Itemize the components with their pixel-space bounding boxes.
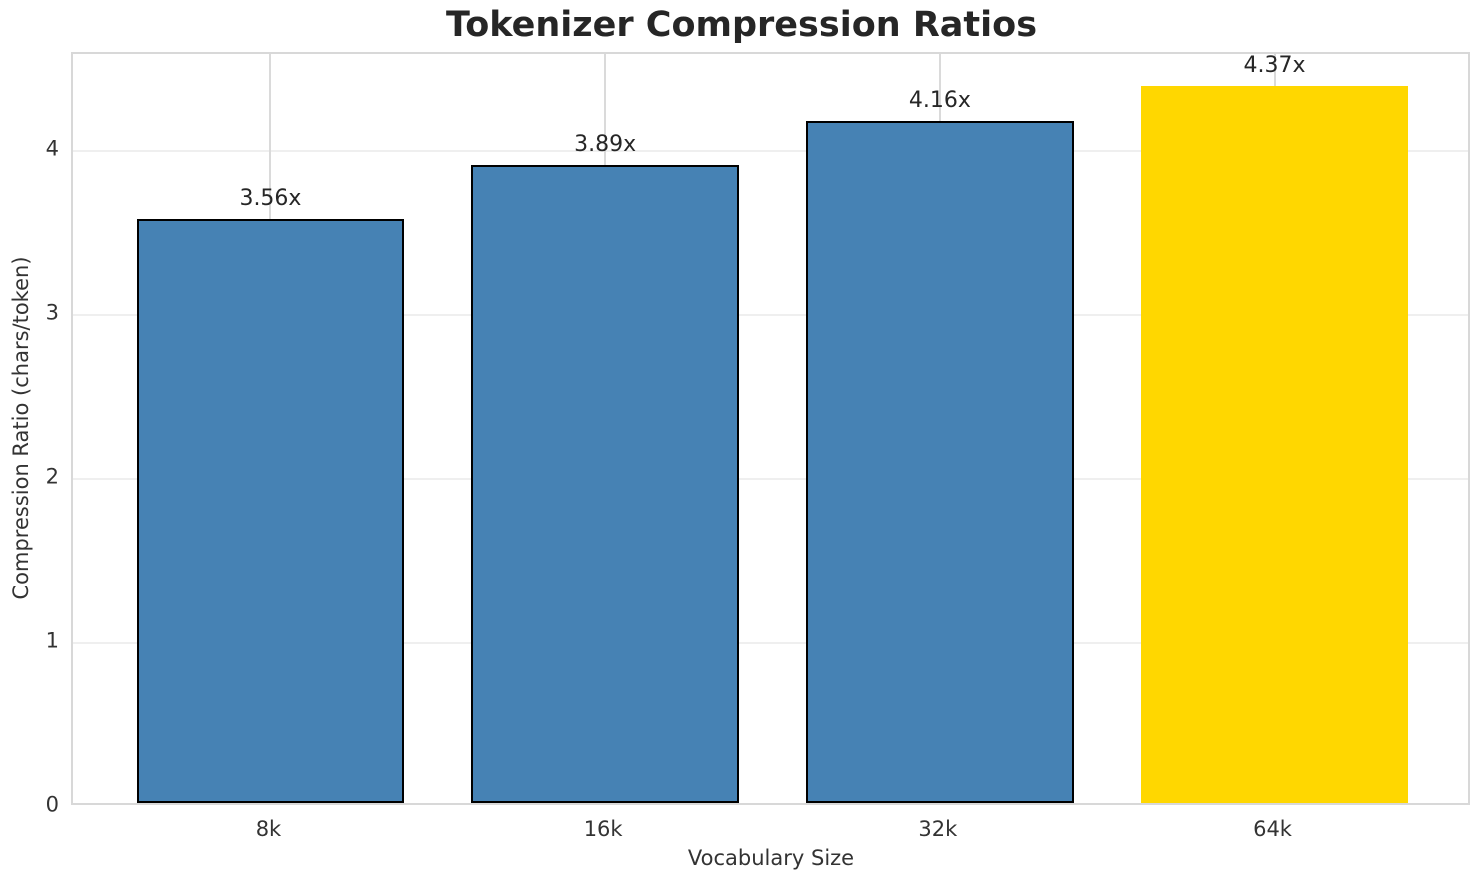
bar-32k (805, 120, 1074, 803)
y-tick-label: 0 (45, 792, 59, 817)
bar-value-label-8k: 3.56x (239, 185, 302, 211)
bar-16k (471, 164, 740, 803)
y-tick-label: 1 (45, 628, 59, 653)
bar-value-label-64k: 4.37x (1243, 53, 1306, 79)
x-tick-label-32k: 32k (918, 817, 958, 841)
bar-value-label-32k: 4.16x (908, 87, 971, 113)
y-tick-label: 4 (45, 136, 59, 161)
y-tick-label: 2 (45, 464, 59, 489)
gridline-horizontal (73, 149, 1468, 152)
gridline-horizontal (73, 641, 1468, 644)
bar-64k (1140, 86, 1409, 803)
gridline-horizontal (73, 313, 1468, 316)
gridline-horizontal (73, 477, 1468, 480)
bar-8k (136, 218, 405, 803)
x-tick-label-64k: 64k (1253, 817, 1292, 841)
plot-area: 3.56x 3.89x 4.16x 4.37x (71, 52, 1470, 805)
x-axis-label: Vocabulary Size (687, 846, 855, 870)
chart-title: Tokenizer Compression Ratios (445, 5, 1038, 45)
bar-value-label-16k: 3.89x (574, 131, 637, 157)
x-tick-label-8k: 8k (255, 817, 282, 841)
x-tick-label-16k: 16k (583, 817, 623, 841)
y-tick-label: 3 (45, 300, 59, 325)
